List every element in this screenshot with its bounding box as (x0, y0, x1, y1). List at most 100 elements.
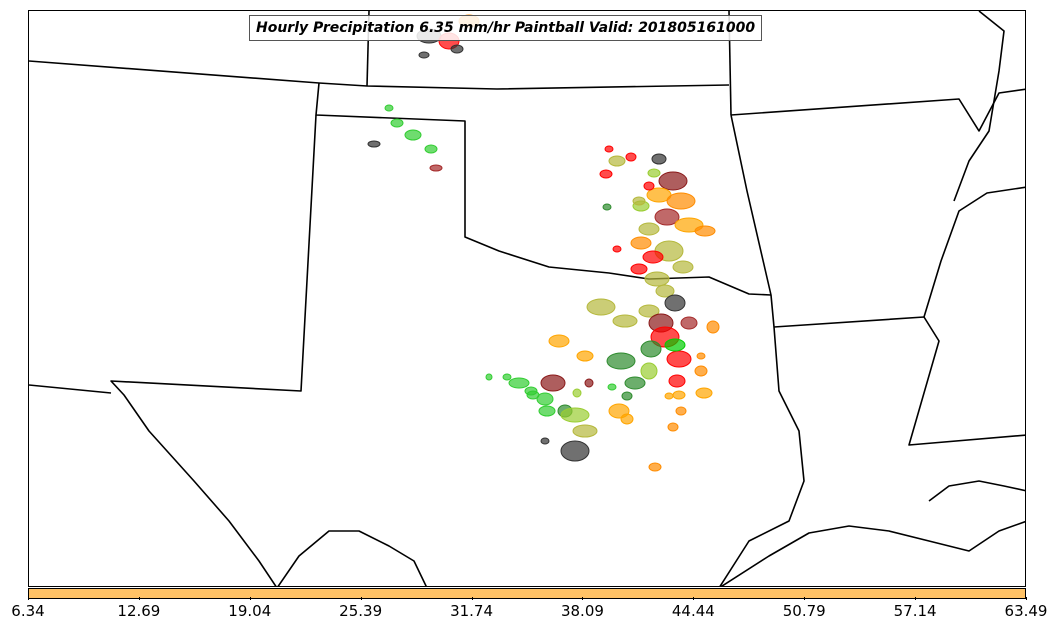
precip-blob (696, 352, 706, 360)
colorbar-tick-label: 19.04 (228, 602, 272, 620)
precip-blob (621, 391, 633, 401)
rio-grande (277, 530, 427, 586)
la-coast (928, 480, 1025, 502)
precip-blob (606, 352, 636, 370)
precip-blob (642, 250, 664, 264)
border-ar-mo (730, 88, 1025, 132)
precip-blob (572, 388, 582, 398)
map-canvas (29, 11, 1025, 586)
precip-blob (418, 51, 430, 59)
precip-blob (666, 192, 696, 210)
state-borders (29, 11, 1025, 586)
precip-blob (647, 168, 661, 178)
colorbar-tick-mark (28, 597, 29, 600)
precip-blob (638, 222, 660, 236)
colorbar-tick-label: 44.44 (671, 602, 715, 620)
precip-blob (612, 314, 638, 328)
precip-blob (599, 169, 613, 179)
precip-blob (640, 340, 662, 358)
precip-blob (630, 236, 652, 250)
precip-blob (536, 392, 554, 406)
colorbar-tick-mark (360, 597, 362, 600)
precip-blob (572, 424, 598, 438)
precip-blob (576, 350, 594, 362)
colorbar-tick-mark (1026, 597, 1027, 600)
precip-blob (620, 413, 634, 425)
precip-blob (624, 376, 646, 390)
precip-blob (450, 44, 464, 54)
precip-blob (644, 271, 670, 287)
precip-blob (695, 387, 713, 399)
colorbar-tick-label: 57.14 (893, 602, 937, 620)
precip-blob (630, 263, 648, 275)
precip-blob (424, 144, 438, 154)
precip-blob (664, 294, 686, 312)
precip-blob (672, 260, 694, 274)
border-co-nm (29, 384, 112, 394)
precip-blob (658, 171, 688, 191)
colorbar-tick-label: 12.69 (117, 602, 161, 620)
precip-blob (612, 245, 622, 253)
colorbar-tick-mark (471, 597, 473, 600)
border-ms-river (923, 186, 1025, 318)
colorbar-tick-label: 63.49 (1004, 602, 1048, 620)
precip-blob (638, 304, 660, 318)
precip-blob (560, 440, 590, 462)
precip-blob (508, 377, 530, 389)
precip-blob (390, 118, 404, 128)
precip-blob (643, 181, 655, 191)
precip-blob (694, 225, 716, 237)
precip-blob (540, 374, 566, 392)
precip-blob (651, 153, 667, 165)
precip-blob (667, 422, 679, 432)
precip-blob (384, 104, 394, 112)
border-ar-la (773, 316, 1025, 446)
colorbar-tick-label: 38.09 (560, 602, 604, 620)
precip-blob (602, 203, 612, 211)
precip-blob (538, 405, 556, 417)
map-title: Hourly Precipitation 6.35 mm/hr Paintbal… (249, 15, 763, 41)
border-ne-ks (29, 60, 730, 90)
precip-blob (655, 284, 675, 298)
precip-blob (584, 378, 594, 388)
colorbar-tick-mark (915, 597, 917, 600)
precip-blob (524, 386, 538, 396)
precip-blob (540, 437, 550, 445)
precip-blob (485, 373, 493, 381)
colorbar-tick-label: 50.79 (782, 602, 826, 620)
border-ks-ok (315, 82, 772, 296)
colorbar-tick-mark (693, 597, 695, 600)
colorbar-tick-mark (804, 597, 806, 600)
precip-paintballs (367, 14, 720, 472)
precip-blob (664, 392, 674, 400)
precip-blob (502, 373, 512, 381)
precip-blob (706, 320, 720, 334)
precip-blob (672, 390, 686, 400)
gulf-coast (720, 520, 1025, 586)
precip-blob (429, 164, 443, 172)
border-tn (953, 11, 1005, 202)
precip-blob (367, 140, 381, 148)
precip-blob (608, 155, 626, 167)
colorbar-tick-mark (249, 597, 251, 600)
border-ok-ar (730, 114, 775, 328)
border-nm-tx (110, 114, 317, 586)
precip-blob (664, 338, 686, 352)
precip-blob (640, 362, 658, 380)
colorbar-tick-mark (138, 597, 140, 600)
precip-blob (648, 462, 662, 472)
precip-blob (666, 350, 692, 368)
colorbar-tick-label: 25.39 (339, 602, 383, 620)
precip-blob (625, 152, 637, 162)
precip-blob (654, 208, 680, 226)
colorbar (28, 588, 1026, 599)
precip-blob (694, 365, 708, 377)
precip-blob (668, 374, 686, 388)
precip-blob (680, 316, 698, 330)
precip-blob (548, 334, 570, 348)
precip-blob (404, 129, 422, 141)
precip-blob (675, 406, 687, 416)
border-tx-la (719, 326, 805, 586)
colorbar-tick-label: 6.34 (11, 602, 45, 620)
map-panel (28, 10, 1026, 587)
